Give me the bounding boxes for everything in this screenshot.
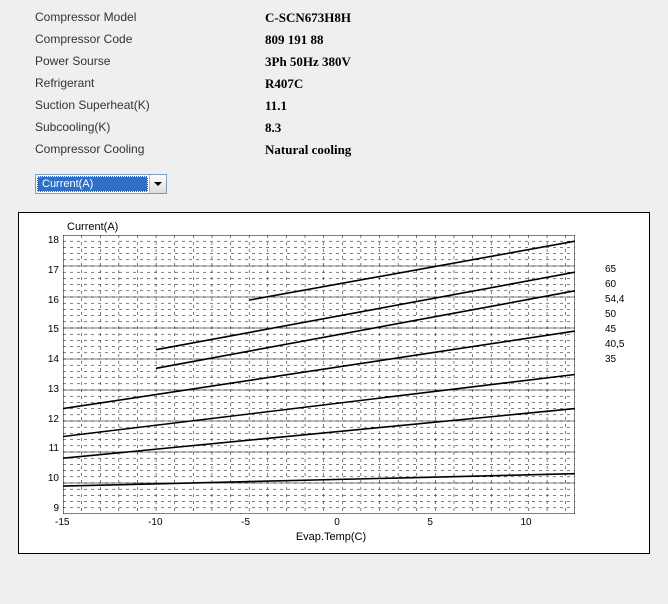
code-label: Compressor Code	[35, 32, 265, 48]
model-label: Compressor Model	[35, 10, 265, 26]
series-label: 40,5	[605, 340, 624, 350]
x-tick: -5	[241, 517, 250, 528]
y-axis-title: Current(A)	[67, 221, 639, 233]
y-tick: 16	[48, 295, 59, 306]
code-value: 809 191 88	[265, 32, 324, 48]
y-tick: 15	[48, 324, 59, 335]
series-label: 45	[605, 325, 616, 335]
x-tick: -15	[55, 517, 69, 528]
y-tick: 9	[53, 503, 59, 514]
refrigerant-value: R407C	[265, 76, 303, 92]
superheat-value: 11.1	[265, 98, 287, 114]
x-tick: 10	[520, 517, 531, 528]
dropdown-selected-value: Current(A)	[37, 176, 148, 192]
chevron-down-icon	[149, 175, 166, 193]
series-label: 65	[605, 265, 616, 275]
right-series-labels: 65 60 54,4 50 45 40,5 35	[599, 235, 639, 514]
y-tick: 18	[48, 235, 59, 246]
x-tick: 5	[427, 517, 433, 528]
cooling-label: Compressor Cooling	[35, 142, 265, 158]
x-axis-title: Evap.Temp(C)	[63, 531, 599, 543]
x-tick: 0	[334, 517, 340, 528]
model-value: C-SCN673H8H	[265, 10, 351, 26]
plot-area: -15-10-50510 Evap.Temp(C)	[63, 235, 599, 543]
chart-svg	[63, 235, 575, 514]
series-label: 50	[605, 310, 616, 320]
cooling-value: Natural cooling	[265, 142, 351, 158]
series-label: 60	[605, 280, 616, 290]
power-label: Power Sourse	[35, 54, 265, 70]
superheat-label: Suction Superheat(K)	[35, 98, 265, 114]
y-tick: 11	[49, 443, 59, 454]
y-tick: 10	[48, 473, 59, 484]
info-section: Compressor Model C-SCN673H8H Compressor …	[0, 0, 668, 169]
x-axis-ticks: -15-10-50510	[63, 517, 575, 529]
x-tick: -10	[148, 517, 162, 528]
y-tick: 14	[48, 354, 59, 365]
refrigerant-label: Refrigerant	[35, 76, 265, 92]
series-label: 35	[605, 355, 616, 365]
series-label: 54,4	[605, 295, 624, 305]
y-tick: 13	[48, 384, 59, 395]
y-tick: 12	[48, 414, 59, 425]
subcooling-value: 8.3	[265, 120, 281, 136]
y-axis-ticks: 18 17 16 15 14 13 12 11 10 9	[29, 235, 63, 514]
power-value: 3Ph 50Hz 380V	[265, 54, 351, 70]
chart-panel: Current(A) 18 17 16 15 14 13 12 11 10 9 -15 -10 -5 0…	[18, 212, 650, 554]
y-tick: 17	[48, 265, 59, 276]
subcooling-label: Subcooling(K)	[35, 120, 265, 136]
chart-type-dropdown[interactable]: Current(A)	[35, 174, 167, 194]
